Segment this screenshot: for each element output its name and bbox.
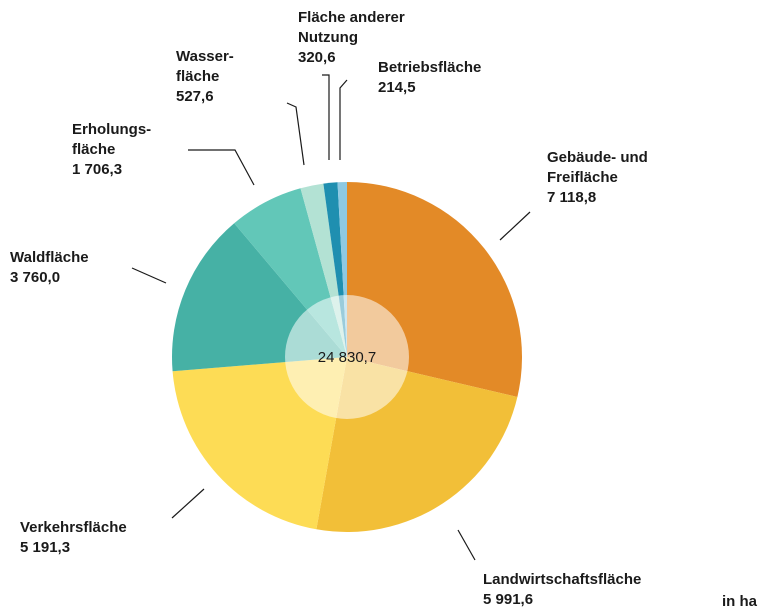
category-label: Verkehrsfläche: [20, 519, 127, 536]
center-overlay: [285, 295, 409, 419]
slice-label: Fläche anderer Nutzung 320,6: [298, 8, 405, 68]
leader-line: [286, 102, 305, 166]
value-label: 5 191,3: [20, 539, 71, 556]
slice-label: Waldfläche 3 760,0: [10, 248, 89, 288]
slice-label: Betriebsfläche 214,5: [378, 58, 481, 98]
value-label: 214,5: [378, 79, 416, 96]
slice-label: Landwirtschaftsfläche 5 991,6: [483, 570, 641, 610]
leader-line: [188, 149, 255, 186]
leader-line: [131, 267, 167, 284]
category-label: Gebäude- und Freifläche: [547, 149, 648, 186]
leader-line: [322, 74, 330, 160]
value-label: 7 118,8: [547, 189, 597, 206]
value-label: 1 706,3: [72, 161, 123, 178]
category-label: Fläche anderer Nutzung: [298, 9, 405, 46]
category-label: Betriebsfläche: [378, 59, 482, 76]
leader-line: [457, 529, 476, 561]
category-label: Landwirtschaftsfläche: [483, 571, 642, 588]
category-label: Wasser- fläche: [176, 48, 234, 85]
total-label: 24 830,7: [318, 349, 376, 366]
leader-line: [339, 79, 348, 160]
slice-label: Wasser- fläche 527,6: [176, 47, 234, 107]
leader-line: [499, 211, 531, 241]
slice-label: Gebäude- und Freifläche 7 118,8: [547, 148, 648, 208]
value-label: 527,6: [176, 88, 214, 105]
slice-label: Verkehrsfläche 5 191,3: [20, 518, 127, 558]
unit-label: in ha: [722, 593, 758, 610]
slice-label: Erholungs- fläche 1 706,3: [72, 120, 151, 180]
category-label: Waldfläche: [10, 249, 89, 266]
category-label: Erholungs- fläche: [72, 121, 152, 158]
value-label: 320,6: [298, 49, 336, 66]
value-label: 3 760,0: [10, 269, 61, 286]
value-label: 5 991,6: [483, 591, 534, 608]
leader-line: [171, 488, 205, 519]
